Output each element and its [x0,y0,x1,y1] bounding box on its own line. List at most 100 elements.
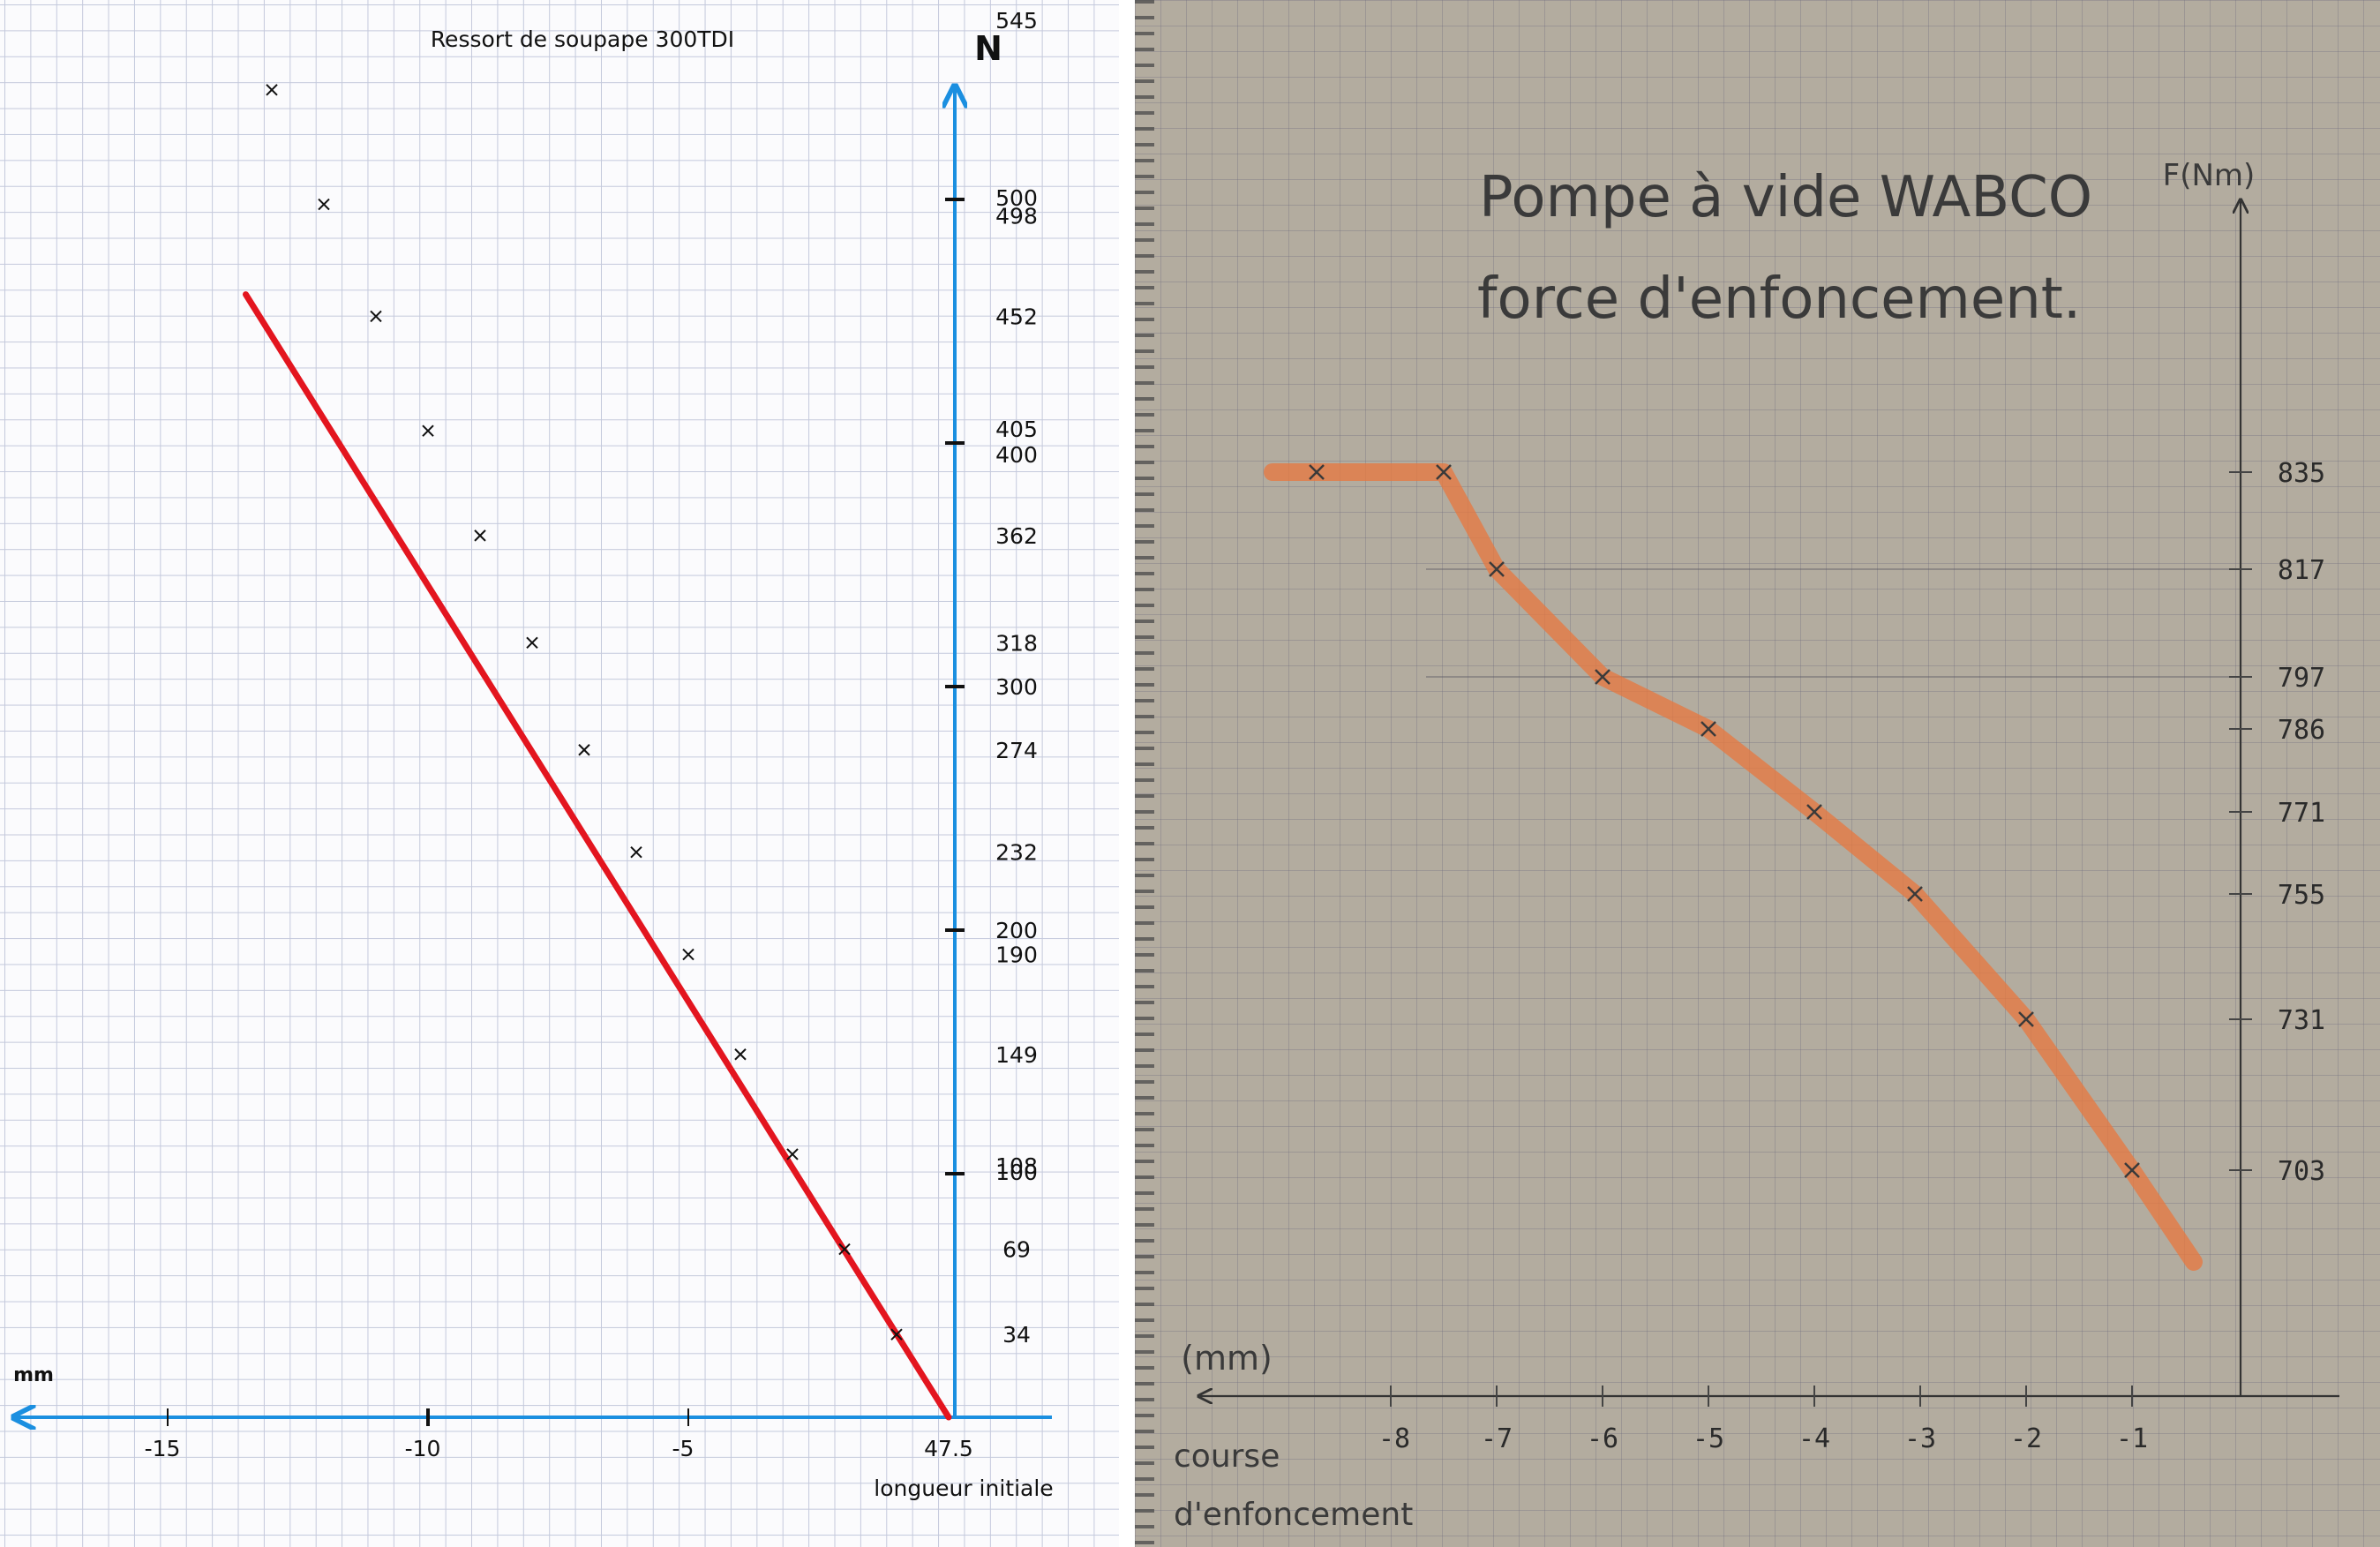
y-tick-label-r: 703 [2278,1156,2325,1187]
left-origin-caption: longueur initiale [874,1476,1053,1501]
y-value-label: 545 [995,8,1038,34]
x-tick-label-r: -4 [1798,1423,1830,1454]
x-tick-label-r: -8 [1378,1423,1410,1454]
y-tick-label-r: 786 [2278,715,2325,746]
data-point-8-b [474,529,486,542]
x-tick-label: -15 [145,1436,181,1461]
data-point-5 [630,845,642,859]
data-point-2-b [786,1148,799,1160]
y-value-label: 108 [995,1153,1038,1179]
y-value-label: 190 [995,942,1038,968]
y-tick-label-r: 797 [2278,663,2325,694]
pump-point-2-b [1489,561,1505,577]
pump-point-6-b [1907,886,1923,902]
y-tick-label-r: 731 [2278,1005,2325,1036]
valve-spring-chart: Ressort de soupape 300TDI N mm 47.5 long… [0,8,1054,1501]
pump-point-3 [1595,669,1610,685]
y-value-label: 69 [1002,1237,1031,1263]
pump-point-4 [1701,721,1716,737]
x-tick-label: -5 [672,1436,694,1461]
right-x-caption-line1: course [1174,1438,1280,1475]
pump-point-0 [1309,464,1325,480]
data-point-0 [890,1328,903,1340]
y-tick-label-r: 771 [2278,798,2325,829]
data-point-4-b [682,948,694,961]
pump-point-8-b [2124,1162,2140,1178]
pump-point-3-b [1595,669,1610,685]
pump-point-1 [1436,464,1452,480]
data-point-11-b [318,198,330,211]
y-tick-label-r: 835 [2278,458,2325,489]
y-tick-label-r: 755 [2278,880,2325,911]
data-point-7 [526,636,538,650]
data-point-0-b [890,1328,903,1340]
chart-valve-spring: Ressort de soupape 300TDI N mm 47.5 long… [0,0,1119,1547]
pump-point-1-b [1436,464,1452,480]
data-point-3-b [734,1048,747,1061]
y-value-label: 100 [995,1160,1038,1185]
x-tick-label: -10 [405,1436,441,1461]
left-x-axis-label: mm [13,1364,54,1386]
y-value-label: 232 [995,840,1038,866]
data-point-10-b [370,310,382,323]
right-x-caption-line2: d'enfoncement [1174,1497,1413,1533]
x-tick-label-r: -2 [2010,1423,2042,1454]
spring-line [243,291,952,1421]
data-point-11 [318,198,330,211]
y-value-label: 362 [995,523,1038,549]
x-tick-label-r: -3 [1904,1423,1936,1454]
data-point-6 [578,744,590,756]
right-chart-subtitle: force d'enfoncement. [1477,267,2081,332]
x-tick-label-r: -5 [1693,1423,1724,1454]
x-tick-label-r: -6 [1587,1423,1618,1454]
data-point-6-b [578,744,590,756]
y-value-label: 405 [995,417,1038,442]
y-value-label: 34 [1002,1322,1031,1348]
data-point-8 [474,529,486,542]
pump-point-2 [1489,561,1505,577]
data-point-12 [266,84,278,96]
pump-point-6 [1907,886,1923,902]
y-value-label: 452 [995,304,1038,329]
x-tick-label-r: -1 [2116,1423,2148,1454]
data-point-12-b [266,84,278,96]
y-value-label: 500 [995,185,1038,211]
pump-point-0-b [1309,464,1325,480]
vacuum-pump-chart: Pompe à vide WABCO force d'enfoncement. … [1174,158,2339,1533]
data-point-7-b [526,636,538,650]
pump-highlight-line [1264,463,2203,1271]
right-chart-title: Pompe à vide WABCO [1479,165,2092,230]
right-x-axis-label: (mm) [1181,1339,1273,1378]
y-tick-label-r: 817 [2278,555,2325,586]
notebook-spiral-binding [1135,0,1154,1547]
left-y-axis-label: N [974,29,1002,68]
data-point-4 [682,948,694,961]
data-point-9-b [422,424,434,437]
data-point-5-b [630,845,642,859]
y-value-label: 149 [995,1042,1038,1068]
data-point-9 [422,424,434,437]
right-y-axis-label: F(Nm) [2163,158,2256,193]
y-value-label: 300 [995,674,1038,700]
pump-point-7-b [2018,1011,2034,1027]
x-tick-label-r: -7 [1481,1423,1513,1454]
y-value-label: 498 [995,204,1038,229]
panel-divider [1119,0,1135,1547]
pump-point-4-b [1701,721,1716,737]
y-value-label: 200 [995,918,1038,943]
pump-point-5-b [1806,804,1822,820]
pump-point-7 [2018,1011,2034,1027]
data-point-3 [734,1048,747,1061]
data-point-10 [370,310,382,323]
data-point-1-b [838,1243,851,1256]
data-point-2 [786,1148,799,1160]
y-value-label: 400 [995,442,1038,468]
y-value-label: 274 [995,738,1038,763]
pump-point-5 [1806,804,1822,820]
data-point-1 [838,1243,851,1256]
left-chart-title: Ressort de soupape 300TDI [431,26,734,52]
left-origin-label: 47.5 [924,1436,973,1461]
y-value-label: 318 [995,630,1038,656]
chart-vacuum-pump: Pompe à vide WABCO force d'enfoncement. … [1135,0,2380,1547]
pump-point-8 [2124,1162,2140,1178]
